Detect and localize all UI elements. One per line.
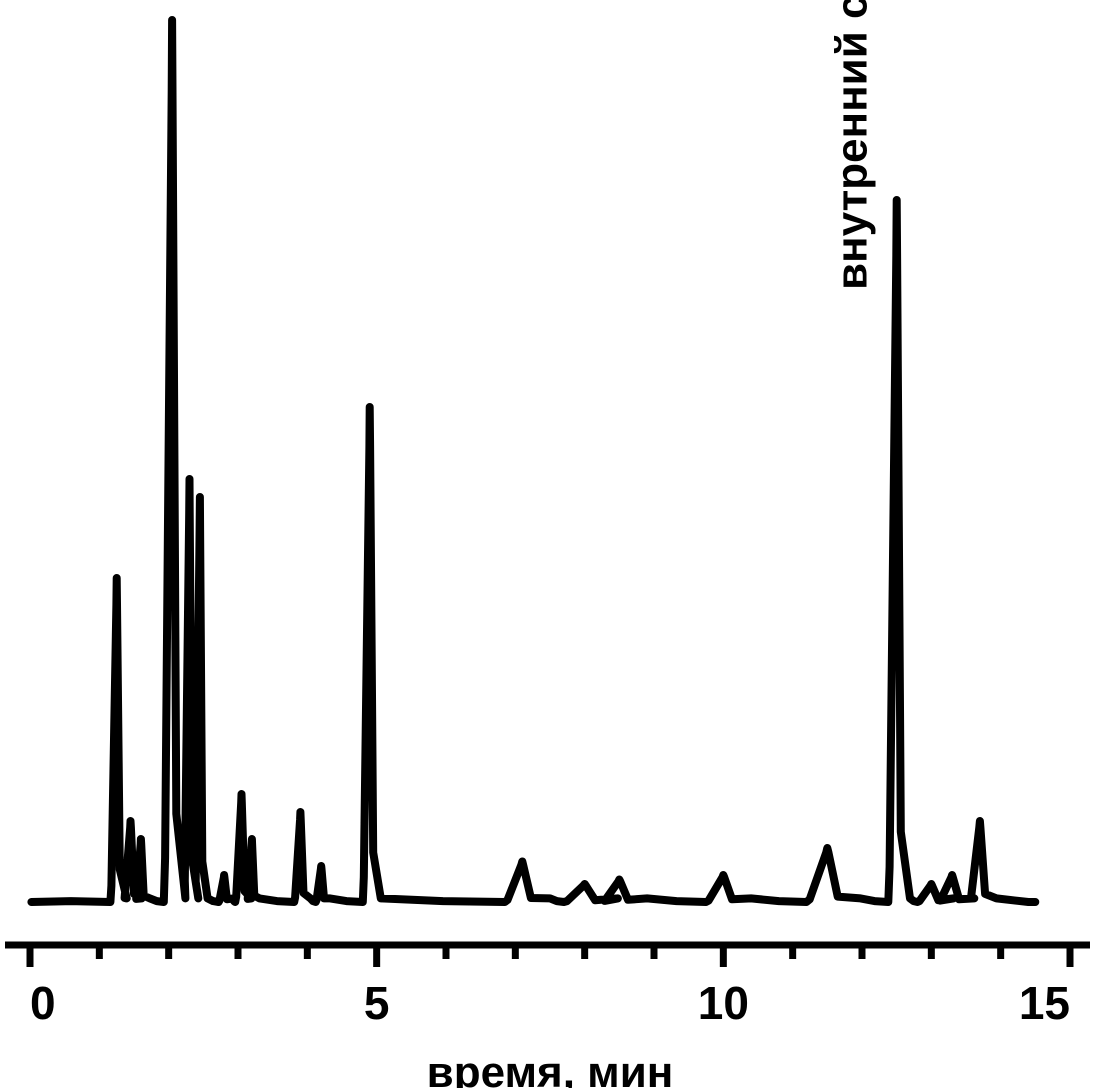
- x-tick-label: 0: [30, 977, 56, 1029]
- x-tick-label: 5: [364, 977, 390, 1029]
- x-tick-label: 10: [698, 977, 749, 1029]
- chromatogram-svg: 0 5 10 15 время, мин внутренний стандарт: [0, 0, 1094, 1088]
- chromatogram-trace: [31, 20, 1035, 902]
- internal-standard-label: внутренний стандарт: [828, 0, 877, 290]
- chromatogram-figure: 0 5 10 15 время, мин внутренний стандарт: [0, 0, 1094, 1088]
- x-axis-tick-labels: 0 5 10 15: [30, 977, 1070, 1029]
- x-tick-label: 15: [1019, 977, 1070, 1029]
- x-axis-label: время, мин: [427, 1048, 674, 1088]
